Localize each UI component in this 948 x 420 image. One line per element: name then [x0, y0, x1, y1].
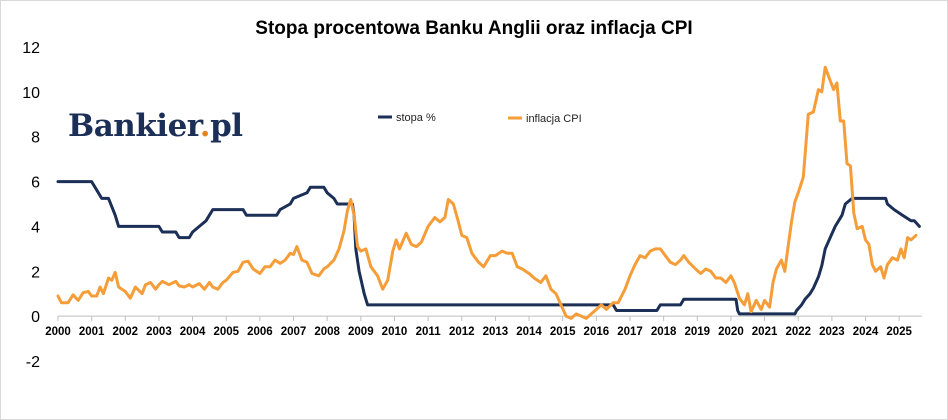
x-tick-label: 2003	[146, 326, 172, 338]
x-axis-ticks: 2000 2001 2002 2003 2004 2005 2006 2007 2008 2009…	[45, 316, 913, 338]
x-tick-label: 2017	[617, 326, 643, 338]
y-tick-label: 8	[31, 130, 40, 147]
logo-text: Bankier	[68, 108, 200, 144]
x-tick-label: 2016	[584, 326, 610, 338]
y-tick-label: 6	[31, 175, 40, 192]
x-tick-label: 2025	[886, 326, 912, 338]
legend: stopa % inflacja CPI	[378, 112, 582, 125]
x-tick-label: 2014	[516, 326, 542, 338]
x-tick-label: 2010	[382, 326, 408, 338]
x-tick-label: 2007	[281, 326, 307, 338]
bankier-logo: Bankier.pl	[68, 108, 243, 144]
x-tick-label: 2013	[483, 326, 509, 338]
x-tick-label: 2009	[348, 326, 374, 338]
logo-suffix: pl	[210, 108, 243, 144]
series-line-inflacja	[56, 65, 918, 320]
y-tick-label: 2	[31, 264, 40, 281]
x-tick-label: 2002	[112, 326, 138, 338]
y-tick-label: 4	[31, 219, 40, 236]
y-tick-label: 10	[22, 85, 40, 102]
x-tick-label: 2022	[785, 326, 811, 338]
chart-title: Stopa procentowa Banku Anglii oraz infla…	[255, 18, 693, 39]
x-tick-label: 2011	[416, 326, 442, 338]
x-tick-label: 2018	[651, 326, 677, 338]
x-tick-label: 2006	[247, 326, 273, 338]
x-tick-label: 2008	[314, 326, 340, 338]
x-tick-label: 2004	[180, 326, 206, 338]
logo-dot: .	[199, 108, 211, 144]
x-tick-label: 2021	[752, 326, 778, 338]
y-tick-label: -2	[26, 354, 40, 371]
x-tick-label: 2012	[449, 326, 475, 338]
legend-label: stopa %	[396, 112, 436, 124]
x-tick-label: 2015	[550, 326, 576, 338]
x-tick-label: 2023	[819, 326, 845, 338]
series-layer	[56, 65, 921, 320]
legend-label: inflacja CPI	[526, 113, 582, 125]
y-axis-ticks: -2 0 2 4 6 8 10 12	[22, 40, 40, 371]
x-tick-label: 2000	[45, 326, 71, 338]
series-line-stopa	[56, 180, 921, 316]
x-tick-label: 2001	[79, 326, 105, 338]
x-tick-label: 2019	[684, 326, 710, 338]
x-tick-label: 2005	[213, 326, 239, 338]
x-tick-label: 2020	[718, 326, 744, 338]
x-tick-label: 2024	[853, 326, 879, 338]
y-tick-label: 0	[31, 309, 40, 326]
y-tick-label: 12	[22, 40, 40, 57]
